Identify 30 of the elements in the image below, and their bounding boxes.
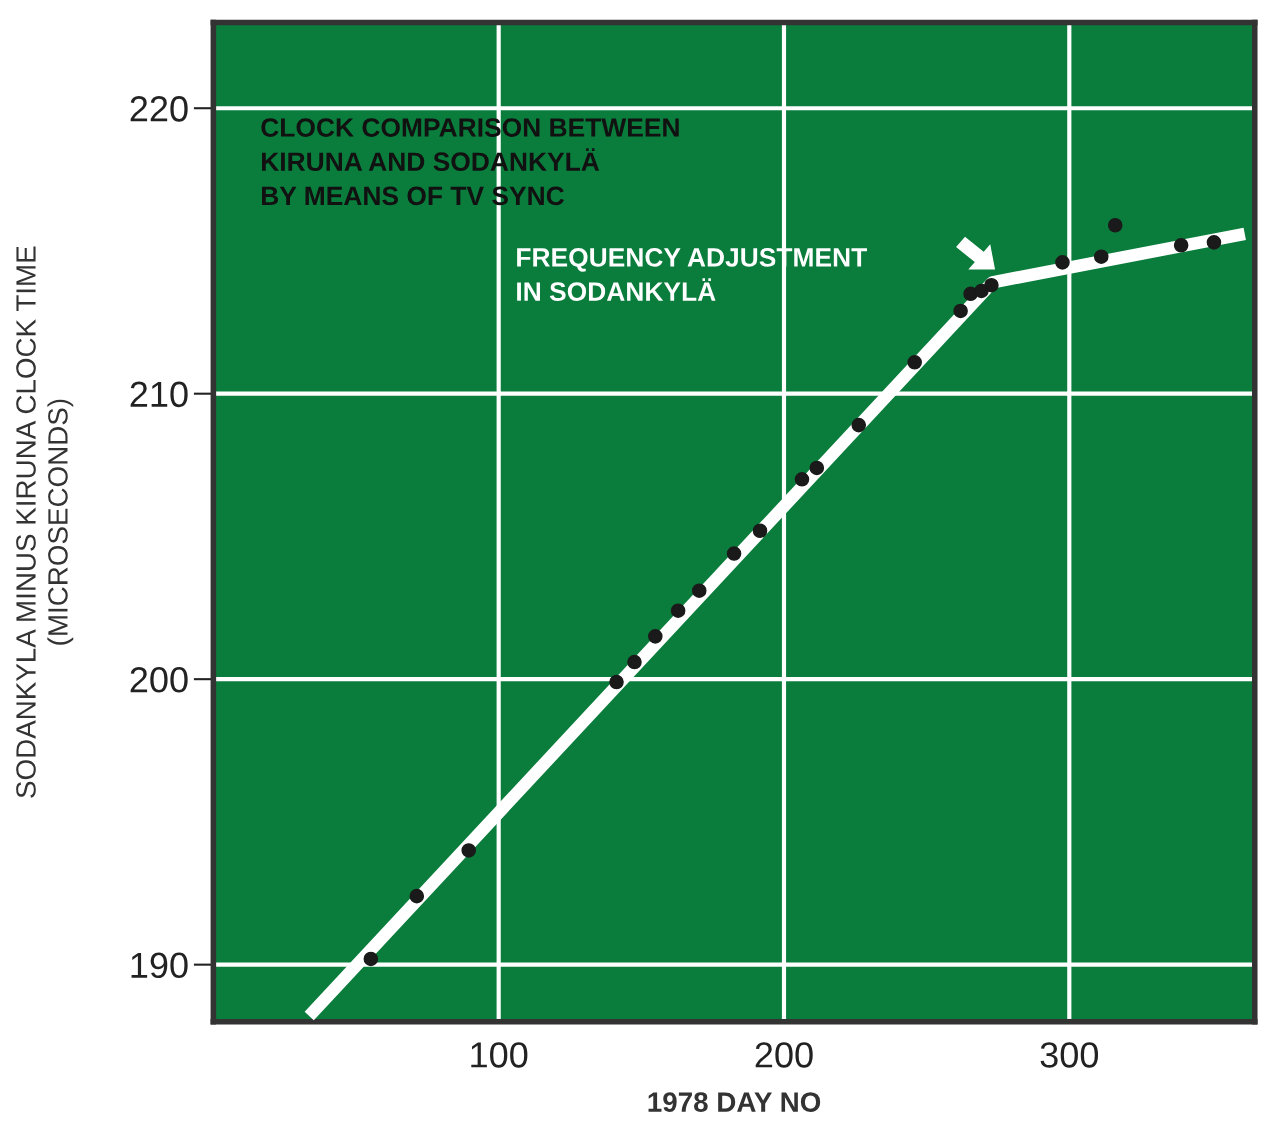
x-axis-title: 1978 DAY NO [648, 1092, 821, 1112]
point [461, 843, 476, 858]
y-tick-label: 200 [130, 667, 188, 693]
point [752, 523, 768, 539]
point [907, 355, 922, 370]
point [1055, 255, 1070, 270]
point [363, 951, 379, 967]
y-tick-label: 210 [130, 381, 188, 408]
y-tick-label: 190 [131, 952, 188, 979]
point [1206, 235, 1222, 250]
point [670, 603, 686, 618]
point [953, 303, 968, 319]
point [794, 472, 810, 487]
point [691, 583, 707, 598]
point [627, 654, 642, 670]
point [648, 629, 663, 644]
x-tick-label: 100 [471, 1042, 528, 1068]
point [609, 674, 624, 690]
y-axis-title: SODANKYLA MINUS KIRUNA CLOCK TIME (MICROSECONDS) [16, 246, 74, 798]
point [851, 417, 867, 433]
point [726, 546, 742, 561]
y-tick-label: 220 [130, 96, 188, 122]
point [984, 277, 999, 293]
point [809, 460, 825, 476]
point [1107, 217, 1123, 233]
x-tick-label: 200 [755, 1042, 813, 1068]
x-tick-label: 300 [1040, 1042, 1099, 1068]
point [409, 888, 425, 904]
point [1173, 237, 1189, 253]
point [1093, 249, 1109, 264]
